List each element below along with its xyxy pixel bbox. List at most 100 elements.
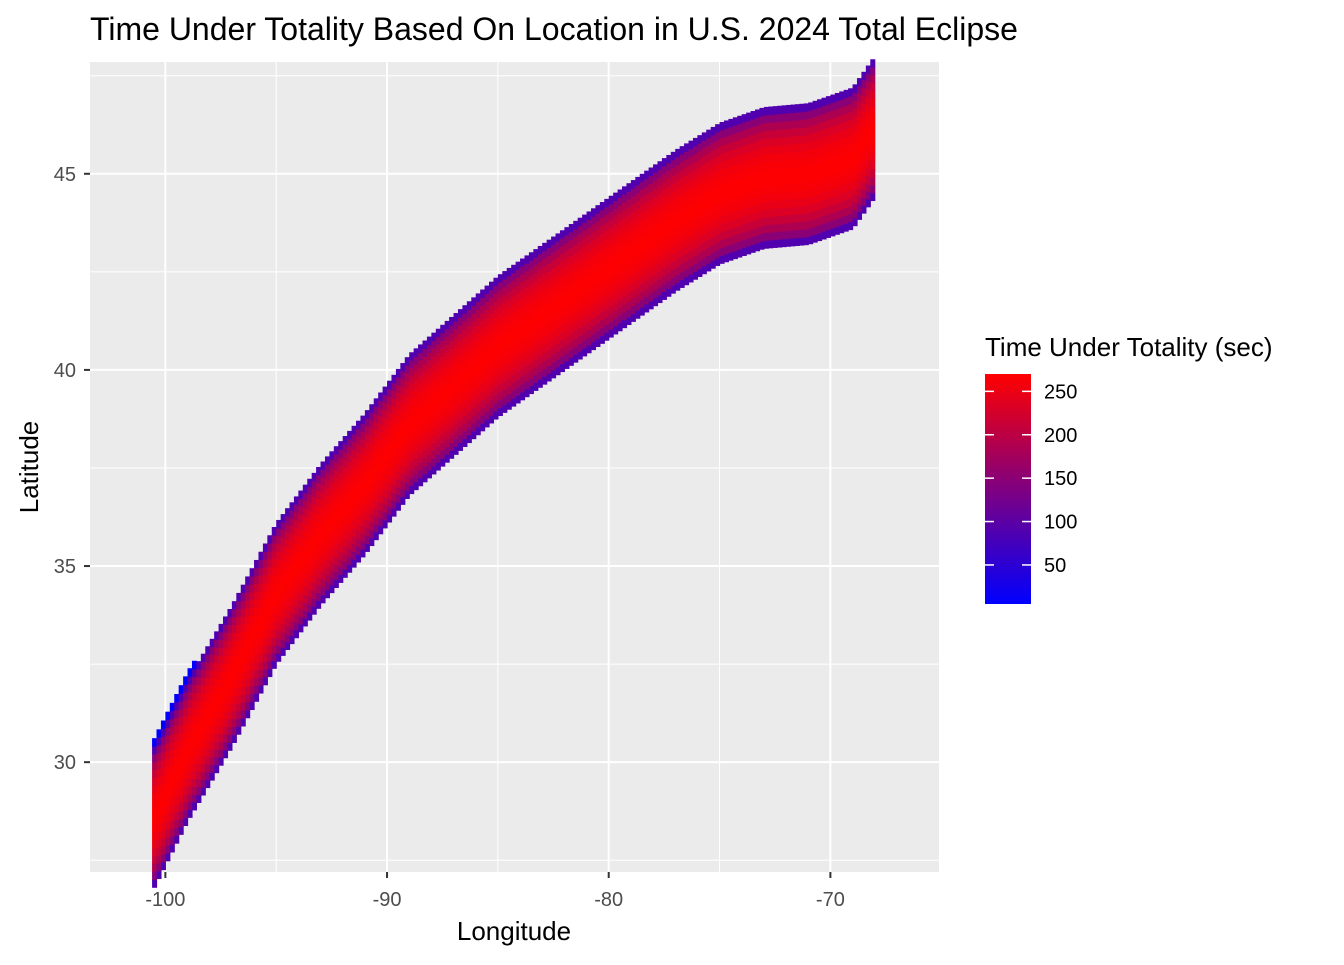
heatmap-tile <box>688 172 694 181</box>
heatmap-tile <box>223 655 229 665</box>
heatmap-tile <box>737 209 743 219</box>
heatmap-tile <box>387 459 393 468</box>
heatmap-tile <box>258 559 264 569</box>
heatmap-tile <box>794 143 800 152</box>
heatmap-tile <box>174 827 180 836</box>
heatmap-tile <box>489 297 495 306</box>
heatmap-tile <box>267 637 273 646</box>
heatmap-tile <box>205 732 211 741</box>
heatmap-tile <box>231 616 237 626</box>
heatmap-tile <box>200 763 206 772</box>
heatmap-tile <box>630 242 636 252</box>
heatmap-tile <box>391 453 397 462</box>
heatmap-tile <box>670 285 676 294</box>
heatmap-tile <box>160 751 166 761</box>
heatmap-tile <box>608 297 614 307</box>
heatmap-tile <box>373 476 379 486</box>
heatmap-tile <box>675 188 681 197</box>
heatmap-tile <box>223 741 229 751</box>
heatmap-tile <box>227 624 233 634</box>
heatmap-tile <box>684 166 690 176</box>
heatmap-tile <box>156 823 162 832</box>
heatmap-tile <box>178 779 184 788</box>
heatmap-tile <box>258 645 264 655</box>
heatmap-tile <box>462 407 468 416</box>
heatmap-tile <box>360 486 366 495</box>
heatmap-tile <box>679 224 685 234</box>
heatmap-tile <box>413 387 419 397</box>
heatmap-tile <box>489 391 495 400</box>
heatmap-tile <box>502 373 508 382</box>
heatmap-tile <box>546 349 552 358</box>
heatmap-tile <box>515 277 521 286</box>
heatmap-tile <box>755 219 761 228</box>
heatmap-tile <box>856 156 863 165</box>
heatmap-tile <box>293 567 299 576</box>
heatmap-tile <box>781 105 787 114</box>
heatmap-tile <box>174 756 180 766</box>
heatmap-tile <box>258 567 264 576</box>
heatmap-tile <box>404 365 410 374</box>
heatmap-tile <box>497 391 503 401</box>
heatmap-tile <box>568 349 574 358</box>
heatmap-tile <box>191 715 198 725</box>
heatmap-tile <box>830 118 836 127</box>
heatmap-tile <box>196 723 202 733</box>
heatmap-tile <box>852 115 858 125</box>
heatmap-tile <box>786 183 792 192</box>
heatmap-tile <box>524 318 530 327</box>
heatmap-tile <box>812 187 818 196</box>
heatmap-tile <box>435 454 441 463</box>
heatmap-tile <box>666 288 672 297</box>
heatmap-tile <box>152 777 158 786</box>
heatmap-tile <box>825 166 831 176</box>
heatmap-tile <box>564 250 570 260</box>
heatmap-tile <box>737 194 743 203</box>
heatmap-tile <box>515 316 521 326</box>
heatmap-tile <box>342 459 348 468</box>
heatmap-tile <box>777 105 783 115</box>
heatmap-tile <box>369 490 375 499</box>
heatmap-tile <box>794 221 800 231</box>
heatmap-tile <box>289 580 295 590</box>
heatmap-tile <box>462 344 468 353</box>
heatmap-tile <box>759 107 765 117</box>
heatmap-tile <box>497 360 503 369</box>
heatmap-tile <box>856 78 863 87</box>
heatmap-tile <box>821 191 827 201</box>
heatmap-tile <box>369 537 375 547</box>
heatmap-tile <box>737 225 743 235</box>
heatmap-tile <box>657 169 663 178</box>
heatmap-tile <box>661 197 667 206</box>
heatmap-tile <box>613 318 619 327</box>
heatmap-tile <box>520 313 526 322</box>
heatmap-tile <box>240 686 246 696</box>
heatmap-tile <box>582 253 588 263</box>
heatmap-tile <box>413 418 419 428</box>
heatmap-tile <box>803 236 809 246</box>
heatmap-tile <box>249 670 255 679</box>
heatmap-tile <box>737 139 743 148</box>
heatmap-tile <box>391 398 397 407</box>
heatmap-tile <box>493 324 499 334</box>
heatmap-tile <box>214 639 220 648</box>
heatmap-tile <box>723 222 730 231</box>
heatmap-tile <box>653 180 659 189</box>
heatmap-tile <box>777 215 783 225</box>
heatmap-tile <box>262 661 268 670</box>
heatmap-tile <box>214 654 220 664</box>
heatmap-tile <box>497 407 503 417</box>
heatmap-tile <box>706 215 712 225</box>
heatmap-tile <box>183 746 189 756</box>
heatmap-tile <box>409 375 415 385</box>
heatmap-tile <box>236 702 242 712</box>
heatmap-tile <box>351 496 357 505</box>
heatmap-tile <box>755 148 761 158</box>
heatmap-tile <box>661 165 667 175</box>
heatmap-tile <box>271 597 277 607</box>
heatmap-tile <box>688 219 694 228</box>
heatmap-tile <box>196 692 202 701</box>
heatmap-tile <box>768 216 774 225</box>
heatmap-tile <box>684 261 690 270</box>
heatmap-tile <box>537 253 543 263</box>
